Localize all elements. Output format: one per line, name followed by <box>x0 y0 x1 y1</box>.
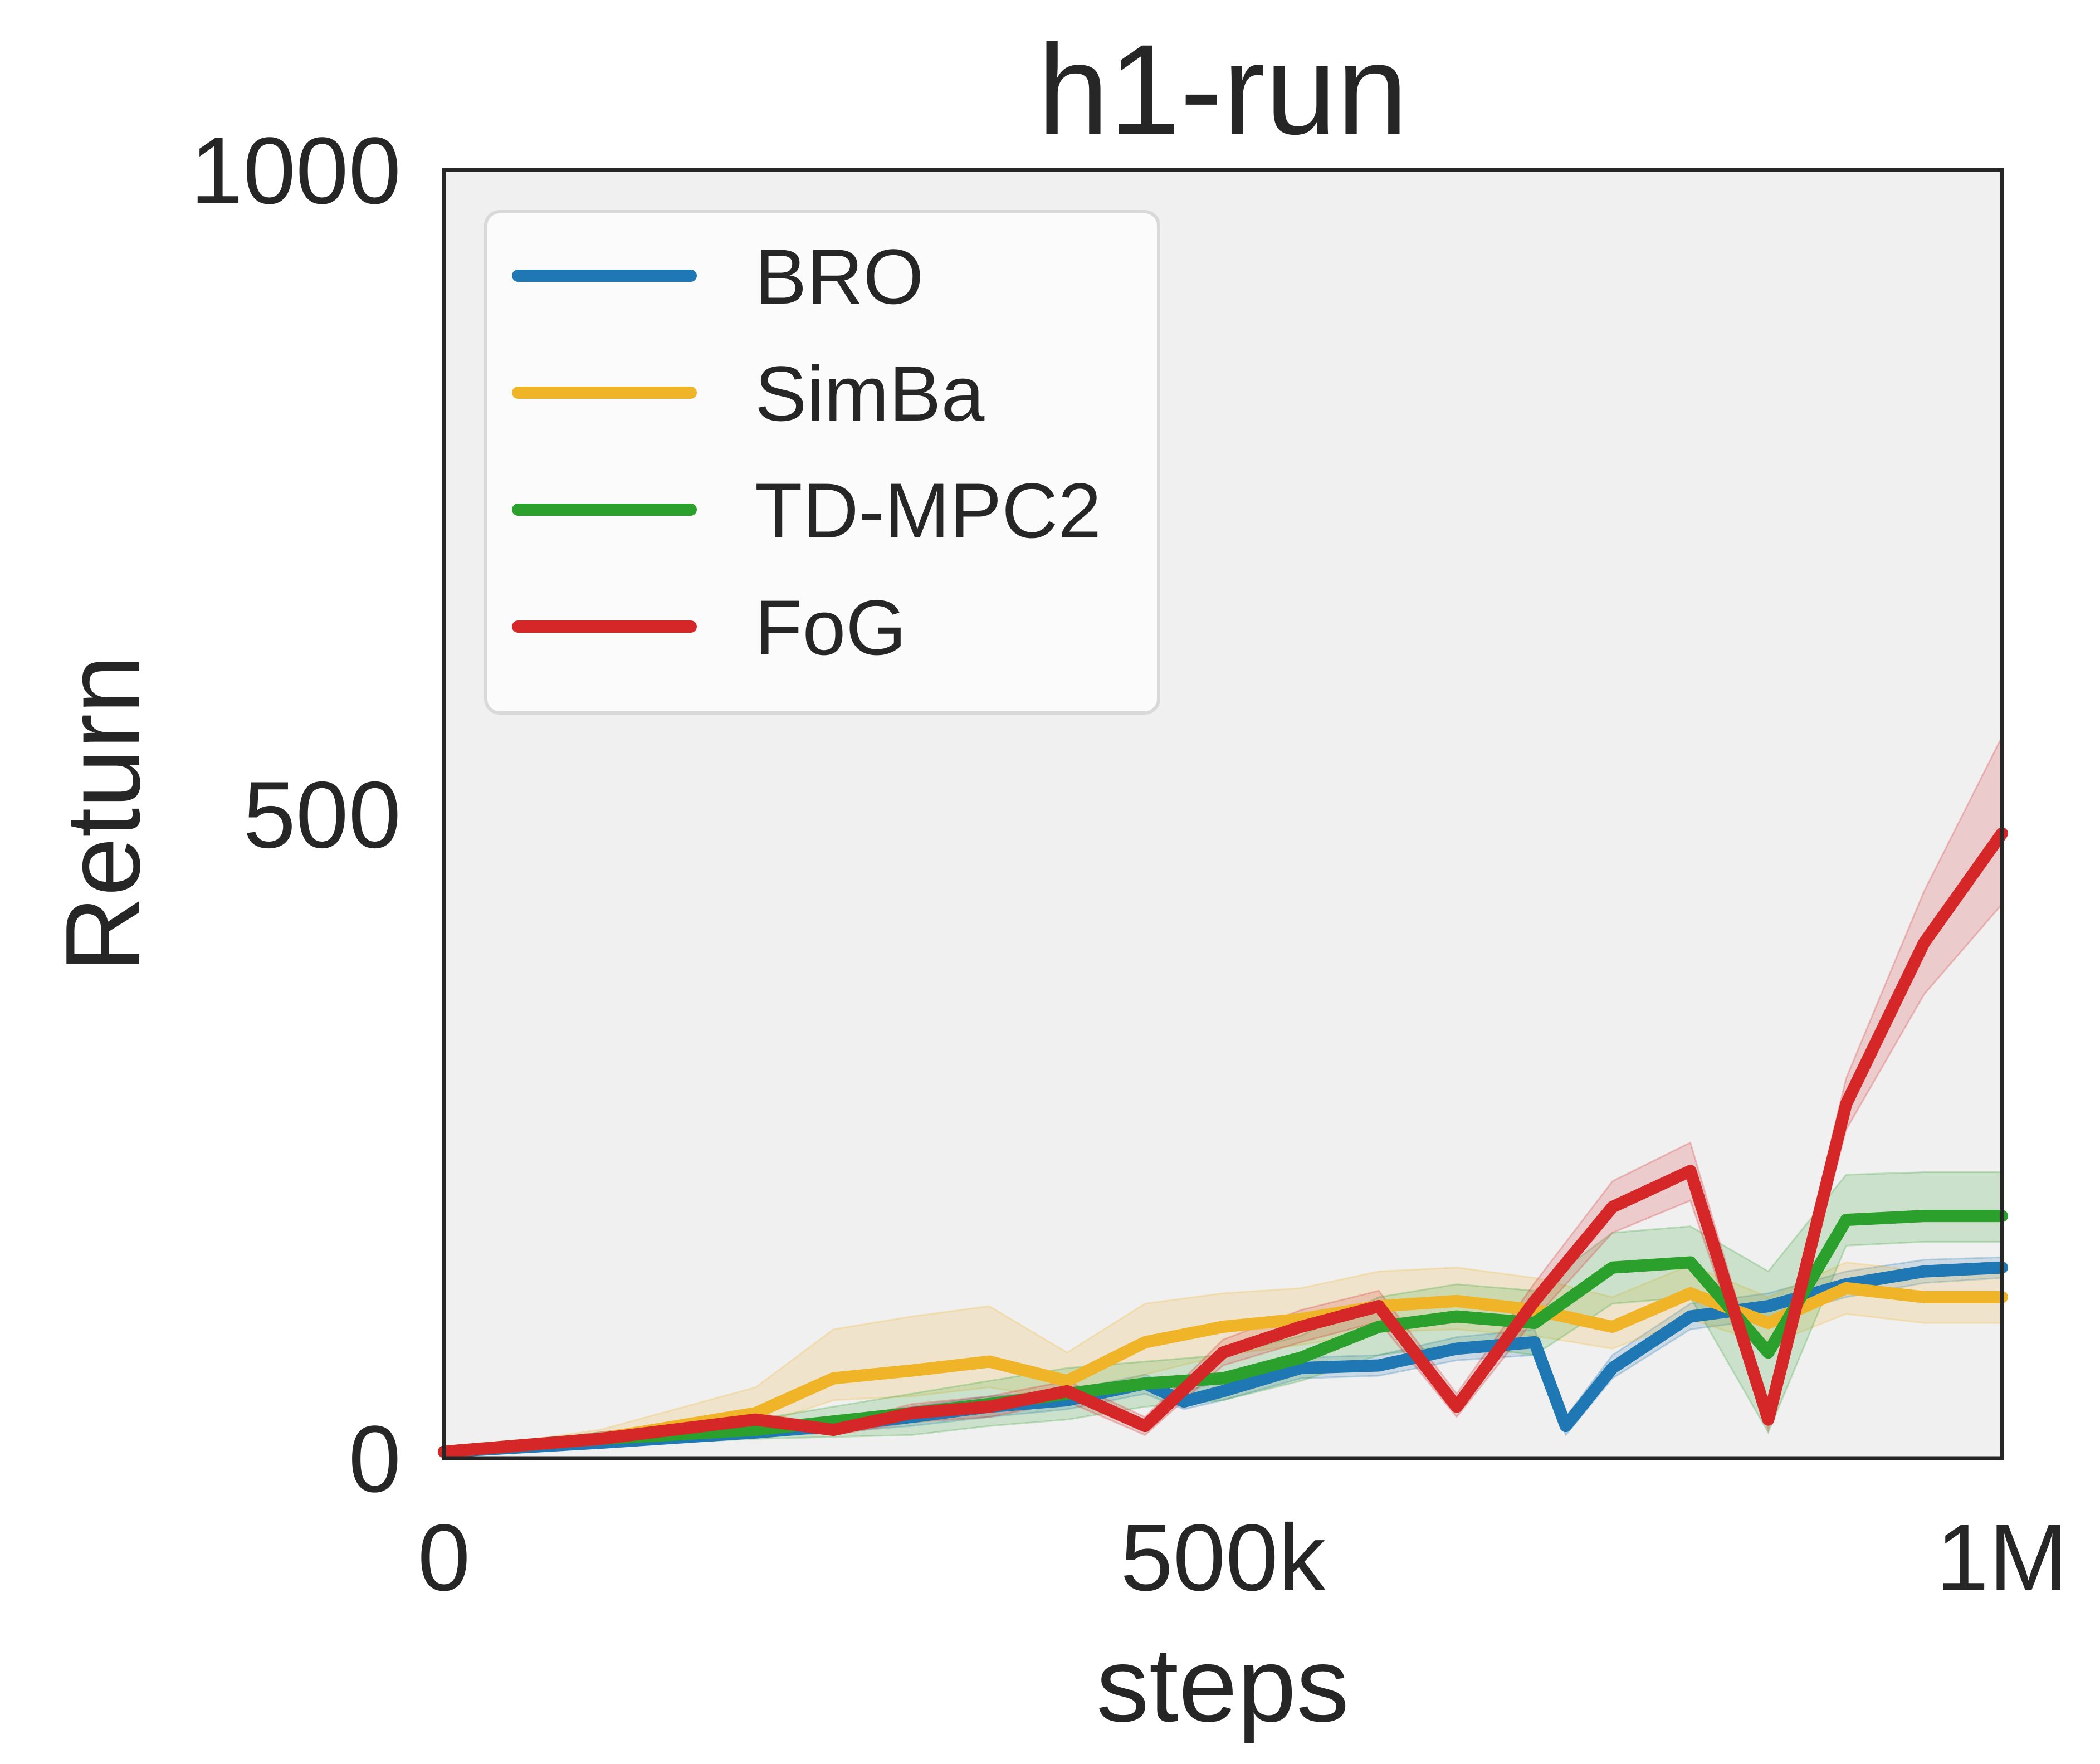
legend-label-fog: FoG <box>755 584 906 671</box>
legend-label-td-mpc2: TD-MPC2 <box>755 467 1101 554</box>
y-tick-label: 0 <box>348 1406 401 1512</box>
x-tick-label: 0 <box>418 1505 471 1611</box>
x-tick-label: 500k <box>1120 1505 1326 1611</box>
series-lines <box>438 827 2008 1458</box>
plot-frame <box>442 168 2004 1460</box>
legend-box <box>484 210 1160 715</box>
legend-label-bro: BRO <box>755 233 924 320</box>
x-axis-label: steps <box>1096 1626 1349 1744</box>
chart-title: h1-run <box>1038 18 1408 161</box>
x-axis-ticks: 0 500k 1M <box>418 1505 2068 1611</box>
y-axis-ticks: 0 500 1000 <box>191 118 401 1512</box>
y-tick-label: 500 <box>243 763 401 868</box>
line-fog <box>438 827 2008 1458</box>
y-axis-label: Return <box>44 655 162 973</box>
legend: BRO SimBa TD-MPC2 FoG <box>484 210 1160 715</box>
line-simba <box>438 1282 2008 1458</box>
y-tick-label: 1000 <box>191 118 401 224</box>
x-tick-label: 1M <box>1936 1505 2068 1611</box>
legend-label-simba: SimBa <box>755 350 984 437</box>
